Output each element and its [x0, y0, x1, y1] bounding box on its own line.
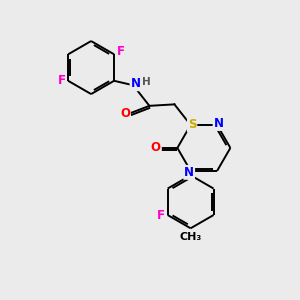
Text: N: N — [184, 166, 194, 179]
Text: O: O — [151, 141, 161, 154]
Text: S: S — [188, 118, 196, 131]
Text: CH₃: CH₃ — [179, 232, 202, 242]
Text: N: N — [214, 117, 224, 130]
Text: F: F — [58, 74, 66, 87]
Text: N: N — [130, 77, 141, 90]
Text: O: O — [120, 107, 130, 120]
Text: F: F — [157, 208, 165, 221]
Text: H: H — [142, 77, 151, 87]
Text: F: F — [116, 45, 124, 58]
